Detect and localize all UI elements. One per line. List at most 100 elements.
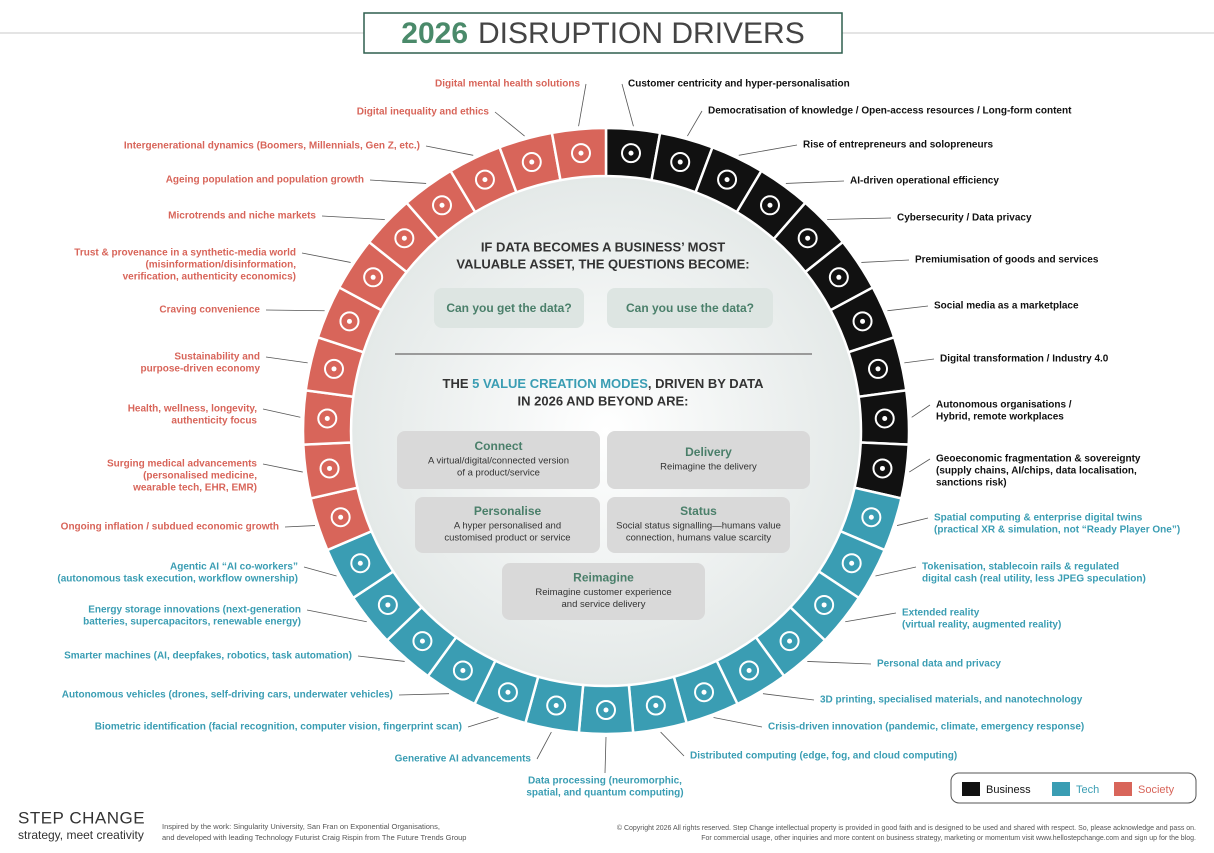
legend-box: [950, 772, 1197, 804]
leader-line: [762, 693, 815, 701]
segment-icon-dot: [677, 159, 683, 165]
driver-label: Ongoing inflation / subdued economic gro…: [61, 522, 279, 533]
driver-label: digital cash (real utility, less JPEG sp…: [922, 574, 1146, 585]
leader-line: [604, 736, 607, 774]
leader-line: [713, 717, 763, 728]
leader-line: [357, 655, 405, 662]
segment-icon: [596, 700, 616, 720]
modes-heading-line2: IN 2026 AND BEYOND ARE:: [518, 393, 689, 408]
segment-icon-dot: [357, 560, 363, 566]
segment-icon-dot: [746, 668, 752, 674]
mode-box: [607, 497, 790, 553]
segment-icon: [452, 660, 473, 681]
mode-title: Personalise: [474, 504, 542, 518]
copyright-note: © Copyright 2026 All rights reserved. St…: [617, 824, 1196, 832]
title-text: DISRUPTION DRIVERS: [478, 17, 805, 50]
driver-label: (misinformation/disinformation,: [145, 260, 296, 271]
leader-line: [738, 144, 798, 156]
modes-heading-before: THE: [443, 376, 473, 391]
driver-label: Energy storage innovations (next-generat…: [88, 605, 301, 616]
mode-description: customised product or service: [444, 533, 570, 544]
modes-heading-highlight: 5 VALUE CREATION MODES: [472, 376, 648, 391]
segment-icon: [814, 594, 835, 615]
leader-line: [303, 566, 337, 577]
segment-icon: [739, 660, 760, 681]
leader-line: [321, 215, 385, 220]
leader-line: [621, 83, 634, 127]
driver-label: 3D printing, specialised materials, and …: [820, 695, 1083, 706]
leader-line: [785, 180, 845, 184]
segment-icon-dot: [419, 638, 425, 644]
driver-label: Intergenerational dynamics (Boomers, Mil…: [124, 141, 420, 152]
question-heading: IF DATA BECOMES A BUSINESS’ MOST: [481, 239, 725, 254]
leader-line: [284, 525, 315, 528]
leader-line: [887, 305, 929, 312]
segment-icon: [330, 507, 351, 528]
segment-icon-dot: [553, 703, 559, 709]
mode-title: Connect: [475, 439, 523, 453]
question-text: Can you use the data?: [626, 301, 754, 315]
leader-line: [904, 358, 935, 364]
driver-label: Democratisation of knowledge / Open-acce…: [708, 106, 1072, 117]
mode-description: of a product/service: [457, 468, 540, 479]
driver-label: batteries, supercapacitors, renewable en…: [83, 617, 301, 628]
segment-icon-dot: [879, 465, 885, 471]
leader-line: [262, 463, 303, 473]
segment-icon-dot: [439, 202, 445, 208]
driver-label: Trust & provenance in a synthetic-media …: [74, 248, 296, 259]
driver-label: Biometric identification (facial recogni…: [95, 722, 462, 733]
segment-icon: [797, 228, 818, 249]
leader-line: [660, 731, 685, 757]
segment-icon-dot: [860, 318, 866, 324]
driver-label: AI-driven operational efficiency: [850, 176, 999, 187]
legend-swatch: [962, 782, 980, 796]
leader-line: [875, 566, 917, 577]
segment-icon-dot: [338, 514, 344, 520]
segment-icon-dot: [460, 668, 466, 674]
driver-label: verification, authenticity economics): [123, 272, 296, 283]
segment-icon-dot: [653, 703, 659, 709]
leader-line: [265, 356, 308, 364]
segment-icon-dot: [603, 707, 609, 713]
driver-label: Rise of entrepreneurs and solopreneurs: [803, 140, 993, 151]
segment-icon: [363, 267, 384, 288]
driver-label: Distributed computing (edge, fog, and cl…: [690, 751, 957, 762]
driver-label: Spatial computing & enterprise digital t…: [934, 513, 1143, 524]
mode-box: [607, 431, 810, 489]
segment-icon-dot: [370, 274, 376, 280]
driver-labels: Customer centricity and hyper-personalis…: [57, 79, 1180, 799]
mode-description: connection, humans value scarcity: [626, 533, 771, 544]
segment-icon: [570, 143, 591, 164]
mode-description: A virtual/digital/connected version: [428, 456, 569, 467]
leader-line: [861, 259, 910, 263]
legend-label: Tech: [1076, 784, 1099, 796]
segment-icon: [377, 594, 398, 615]
leader-line: [494, 111, 525, 137]
driver-label: Craving convenience: [159, 305, 260, 316]
driver-label: Extended reality: [902, 608, 980, 619]
segment-icon: [621, 143, 642, 164]
segment-icon: [670, 152, 691, 173]
segment-icon: [872, 458, 893, 479]
title-box: [363, 12, 843, 54]
driver-label: Surging medical advancements: [107, 459, 257, 470]
segment-icon: [432, 195, 453, 216]
segment-icon: [323, 358, 344, 379]
leader-line: [536, 731, 552, 760]
segment-icon-dot: [724, 177, 730, 183]
center-panel: IF DATA BECOMES A BUSINESS’ MOST VALUABLE…: [395, 239, 812, 620]
segment-icon-dot: [805, 235, 811, 241]
leader-line: [262, 408, 301, 418]
segment-icon: [874, 408, 895, 429]
mode-description: Reimagine the delivery: [660, 462, 757, 473]
segment-icon: [350, 553, 371, 574]
mode-description: A hyper personalised and: [454, 521, 561, 532]
driver-label: (virtual reality, augmented reality): [902, 620, 1061, 631]
segment-icon: [759, 195, 780, 216]
driver-label: Smarter machines (AI, deepfakes, robotic…: [64, 651, 352, 662]
brand: STEP CHANGE: [18, 808, 145, 827]
copyright-note: For commercial usage, other inquiries an…: [701, 835, 1196, 842]
legend-label: Business: [986, 784, 1031, 796]
